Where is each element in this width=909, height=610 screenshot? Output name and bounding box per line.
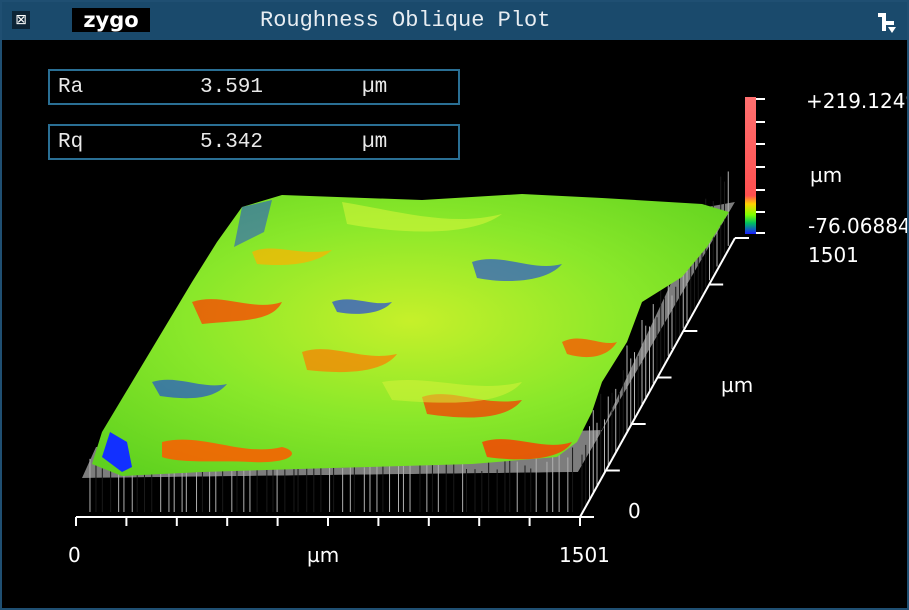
ra-label: Ra	[58, 76, 84, 99]
color-scale-min-label: -76.06884	[808, 214, 907, 238]
color-scale-ticks	[756, 98, 765, 234]
color-scale-max-label: +219.1249	[806, 89, 907, 113]
rq-unit: µm	[362, 131, 388, 154]
color-scale-unit-label: µm	[810, 163, 842, 187]
rq-label: Rq	[58, 131, 84, 154]
rq-value: 5.342	[200, 131, 264, 154]
x-axis-ticks	[75, 517, 581, 526]
ra-metric-box: Ra 3.591 µm	[48, 69, 460, 105]
roughness-surface	[92, 194, 729, 476]
color-scale-bar	[745, 97, 756, 234]
ra-unit: µm	[362, 76, 388, 99]
y-axis-start-label: 0	[628, 499, 641, 523]
close-box-icon[interactable]: ⊠	[12, 11, 30, 29]
zoom-arrow-icon[interactable]	[872, 7, 900, 35]
y-axis-ticks	[580, 237, 749, 518]
x-axis-end-label: 1501	[559, 543, 610, 567]
y-axis-unit-label: µm	[721, 373, 753, 397]
ra-value: 3.591	[200, 76, 264, 99]
y-axis-end-label: 1501	[808, 243, 859, 267]
x-axis-start-label: 0	[68, 543, 81, 567]
window-title: Roughness Oblique Plot	[260, 8, 551, 33]
rq-metric-box: Rq 5.342 µm	[48, 124, 460, 160]
zygo-logo: zygo	[72, 8, 150, 32]
x-axis-unit-label: µm	[307, 543, 339, 567]
title-bar[interactable]: ⊠ zygo Roughness Oblique Plot	[2, 2, 907, 40]
